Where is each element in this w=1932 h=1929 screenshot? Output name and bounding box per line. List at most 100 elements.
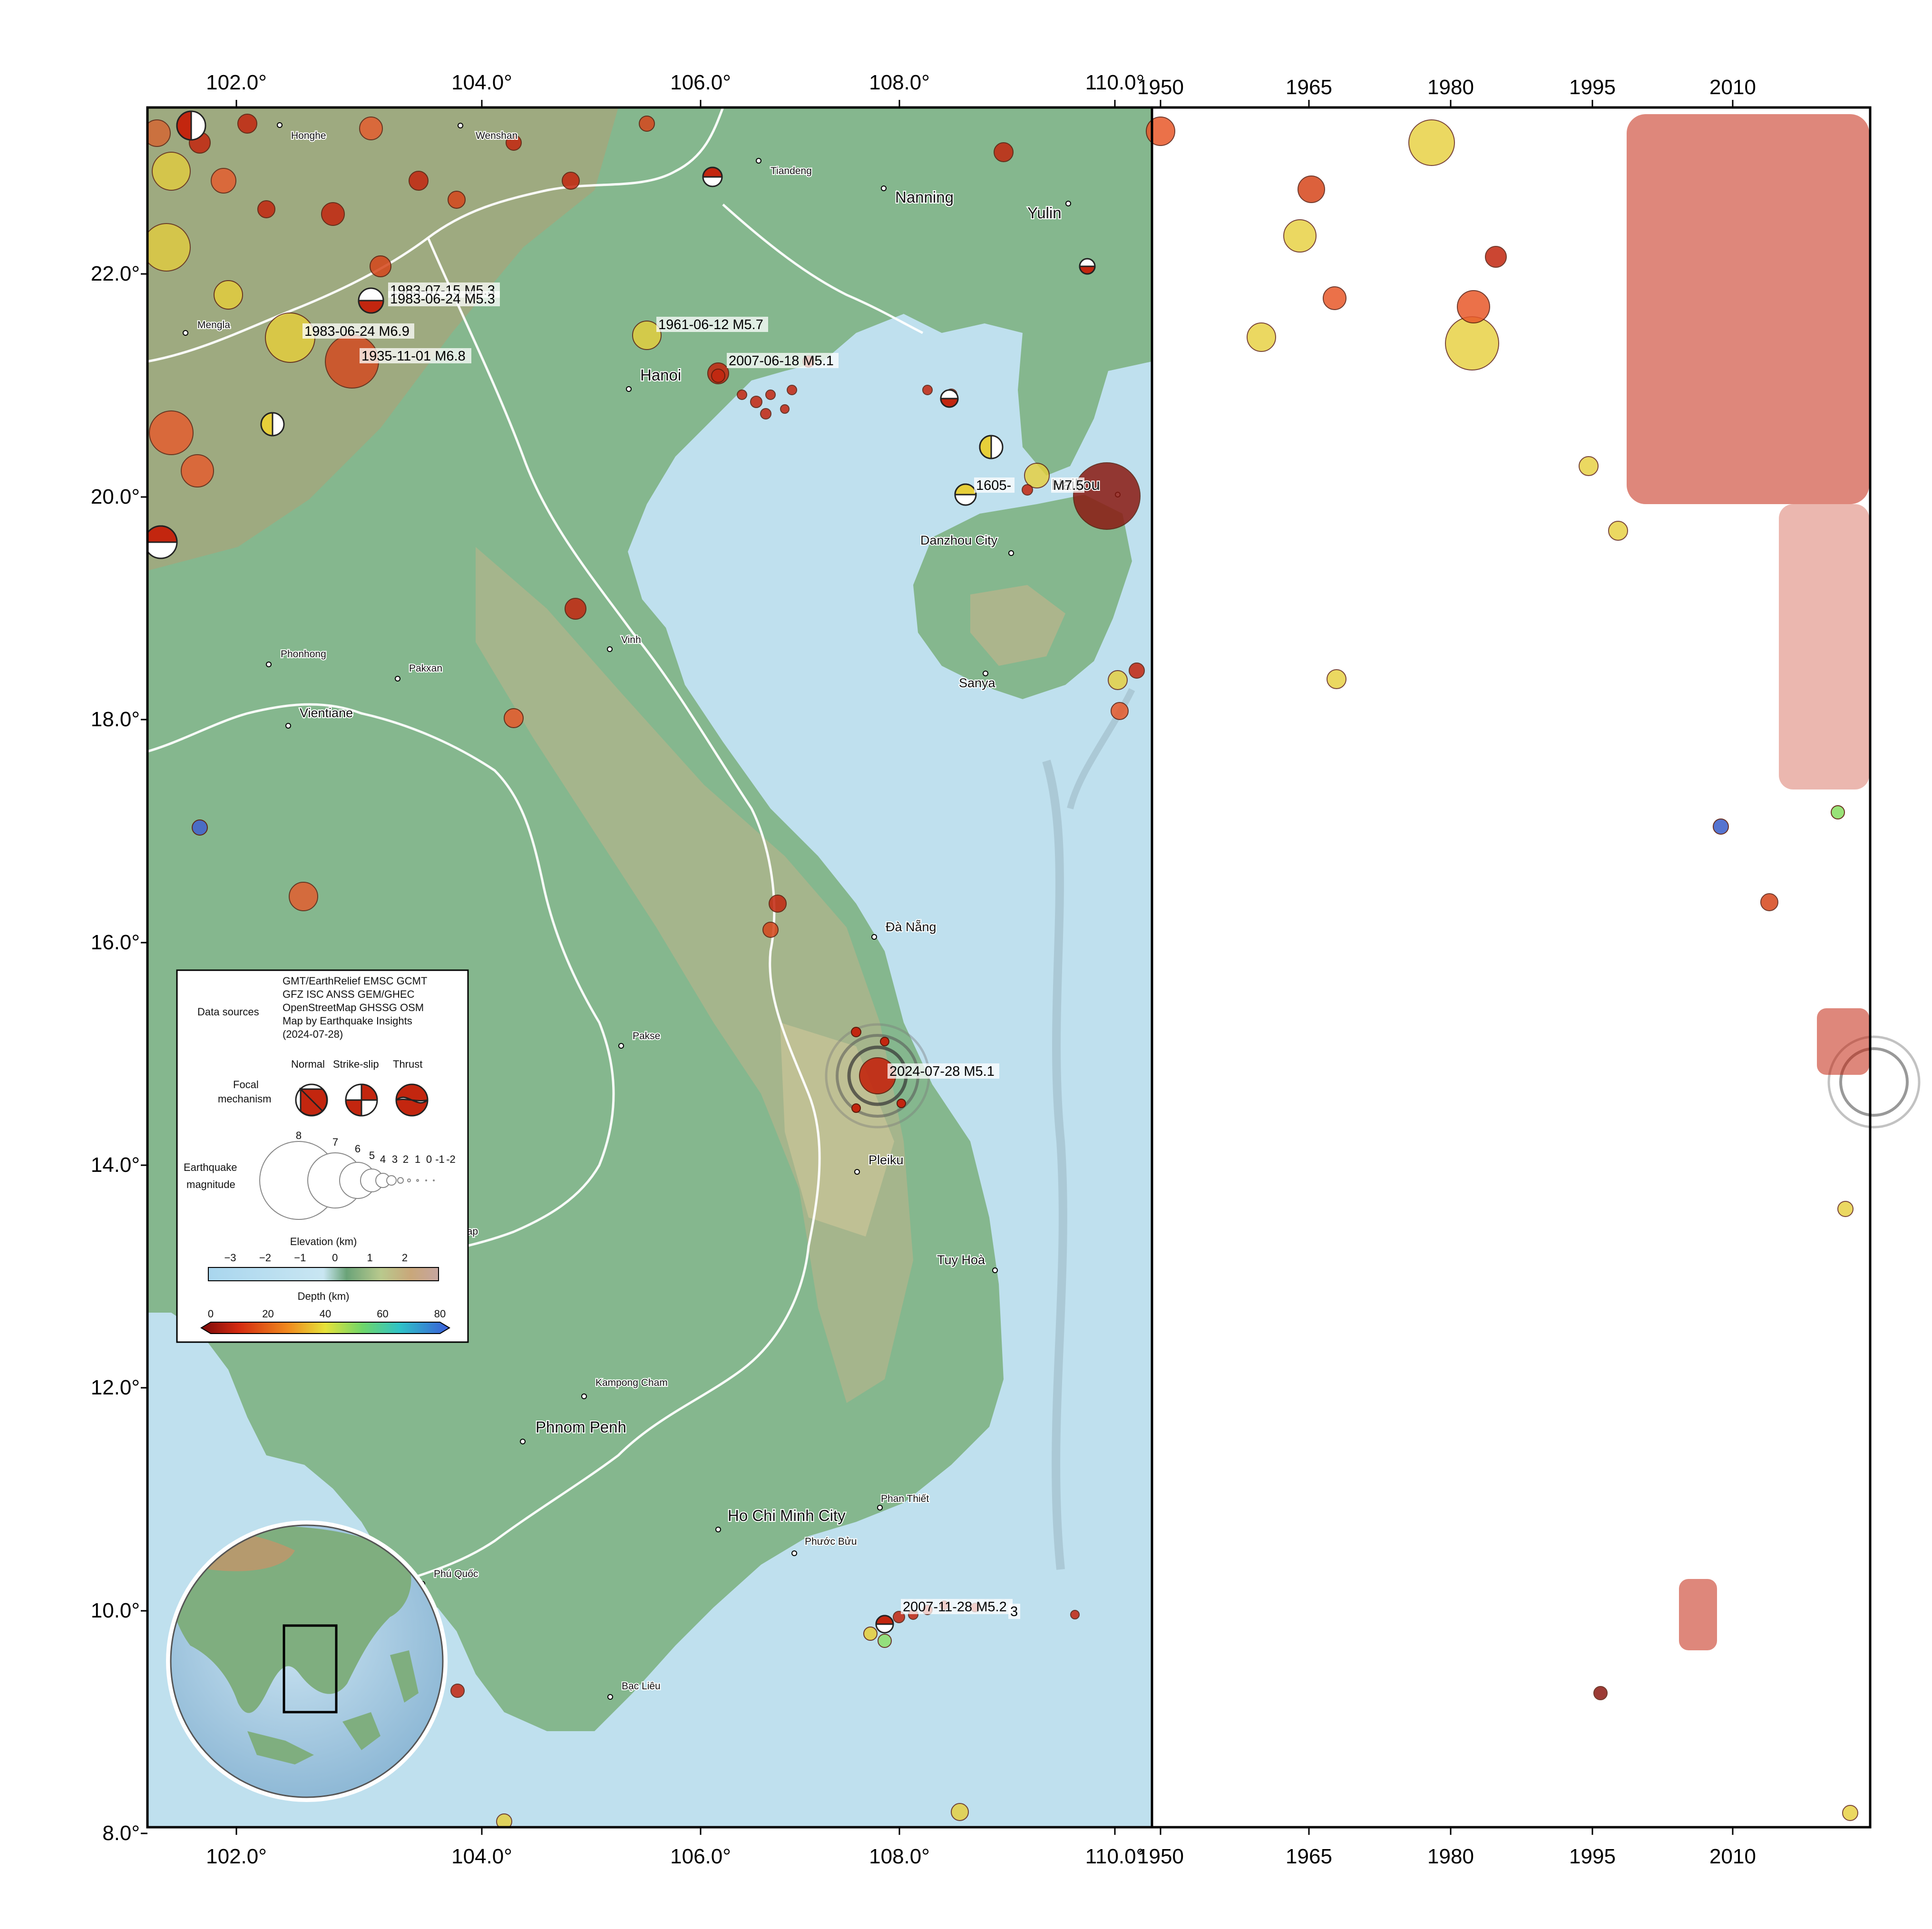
event-label-bg xyxy=(360,348,471,363)
lat-tick-label: 8.0° xyxy=(102,1822,140,1845)
legend-magnitude-label: 5 xyxy=(369,1150,375,1161)
earthquake-cluster-north xyxy=(147,114,1145,1827)
city-label: Pakxan xyxy=(409,663,442,674)
legend-elevation-tick: −3 xyxy=(224,1252,236,1264)
event-label: 2007-11-28 M5.2 xyxy=(903,1599,1007,1615)
event-label-bg xyxy=(974,477,1015,493)
city-label: Đà Nẵng xyxy=(886,919,937,934)
legend-depth-title: Depth (km) xyxy=(298,1290,350,1302)
legend-depth-ticks: 0 20 40 60 80 xyxy=(208,1308,446,1320)
axis-labels: 102.0°102.0°104.0°104.0°106.0°106.0°108.… xyxy=(91,71,1756,1868)
legend-magnitude-title-2: magnitude xyxy=(186,1179,235,1190)
event-label-bg xyxy=(1051,477,1084,493)
event-label-bg xyxy=(888,1063,999,1079)
legend-beachball-strikeslip-icon xyxy=(345,1083,378,1117)
legend-mechanism-title-1: Focal xyxy=(233,1079,259,1091)
legend-source-line: GMT/EarthRelief EMSC GCMT xyxy=(283,975,427,987)
lon-tick-label-bottom: 110.0° xyxy=(1085,1845,1144,1868)
event-label: 3 xyxy=(1010,1604,1018,1619)
legend-mechanism-thrust: Thrust xyxy=(393,1058,422,1070)
focal-mechanisms xyxy=(147,110,1096,1634)
year-tick-label-top: 2010 xyxy=(1709,76,1756,99)
event-label: 1983-06-24 M6.9 xyxy=(304,324,410,339)
legend-sources-label: Data sources xyxy=(197,1006,259,1018)
event-label-bg xyxy=(302,323,414,339)
city-label: Danzhou City xyxy=(920,533,998,547)
legend-source-line: OpenStreetMap GHSSG OSM xyxy=(283,1002,424,1013)
lat-tick-label: 18.0° xyxy=(91,708,140,731)
city-label: Pleiku xyxy=(868,1153,904,1167)
legend-depth-bar xyxy=(200,1322,450,1334)
lon-tick-label-bottom: 102.0° xyxy=(206,1845,267,1868)
city-label: Yulin xyxy=(1027,204,1062,222)
northern-highlands xyxy=(147,107,618,571)
legend-depth-tick: 80 xyxy=(434,1308,446,1320)
lon-tick-label-bottom: 108.0° xyxy=(869,1845,930,1868)
city-label: Tuy Hoà xyxy=(937,1253,986,1267)
lon-tick-label-top: 104.0° xyxy=(451,71,512,94)
year-tick-label-top: 1950 xyxy=(1137,76,1184,99)
lon-tick-label-top: 108.0° xyxy=(869,71,930,94)
legend-magnitude-label: 2 xyxy=(403,1153,409,1165)
legend-magnitude-label: 7 xyxy=(332,1136,338,1148)
legend-depth-tick: 20 xyxy=(262,1308,273,1320)
lon-tick-label-top: 106.0° xyxy=(670,71,731,94)
leizhou-peninsula xyxy=(1018,333,1108,476)
lat-tick-label: 16.0° xyxy=(91,931,140,954)
legend-depth-tick: 60 xyxy=(377,1308,388,1320)
city-label: Kampong Cham xyxy=(595,1377,668,1388)
legend-magnitude-label: 6 xyxy=(355,1143,361,1155)
year-tick-label-bottom: 2010 xyxy=(1709,1845,1756,1868)
event-label: 2024-07-28 M5.1 xyxy=(889,1064,995,1079)
seafloor-relief xyxy=(1042,760,1067,1570)
legend-elevation-ticks: −3 −2 −1 0 1 2 xyxy=(224,1252,408,1264)
event-label: 1935-11-01 M6.8 xyxy=(361,349,466,364)
legend-mechanism-strike-slip: Strike-slip xyxy=(333,1058,379,1070)
legend-mechanism-title-2: mechanism xyxy=(218,1093,271,1105)
axis-ticks xyxy=(141,100,1734,1835)
year-tick-label-bottom: 1950 xyxy=(1137,1845,1184,1868)
event-label-bg xyxy=(656,317,768,332)
legend-depth-tick: 40 xyxy=(320,1308,331,1320)
city-label: Phonhong xyxy=(281,649,326,660)
lat-tick-label: 10.0° xyxy=(91,1599,140,1622)
year-tick-label-bottom: 1980 xyxy=(1427,1845,1474,1868)
year-tick-label-top: 1995 xyxy=(1569,76,1616,99)
legend-magnitude-label: 3 xyxy=(392,1153,398,1165)
city-markers xyxy=(183,122,1121,1700)
year-tick-label-bottom: 1965 xyxy=(1286,1845,1332,1868)
legend-source-line: Map by Earthquake Insights xyxy=(283,1015,412,1027)
legend-magnitude-label: -1 xyxy=(435,1153,445,1165)
legend: Data sources GMT/EarthRelief EMSC GCMTGF… xyxy=(176,969,469,1343)
legend-elevation-tick: 1 xyxy=(367,1252,372,1264)
city-label: Ho Chi Minh City xyxy=(728,1507,846,1524)
city-label: Phước Bửu xyxy=(805,1536,857,1547)
legend-magnitude-label: 1 xyxy=(415,1153,420,1165)
earthquake-cluster-kontum xyxy=(825,1023,930,1129)
legend-mechanism-normal: Normal xyxy=(291,1058,325,1070)
lon-tick-label-bottom: 106.0° xyxy=(670,1845,731,1868)
lon-tick-label-top: 110.0° xyxy=(1085,71,1144,94)
lon-tick-label-top: 102.0° xyxy=(206,71,267,94)
legend-elevation-tick: 2 xyxy=(402,1252,408,1264)
event-label-bg xyxy=(727,353,839,368)
city-label: Hanoi xyxy=(640,366,681,384)
event-label: 2007-06-18 M5.1 xyxy=(729,353,834,369)
legend-depth-tick: 0 xyxy=(208,1308,214,1320)
event-label: 1983-06-24 M5.3 xyxy=(390,292,495,307)
lat-tick-label: 20.0° xyxy=(91,485,140,508)
city-label: Sanya xyxy=(959,676,996,690)
legend-beachball-thrust-icon xyxy=(395,1083,429,1117)
event-label: M7.5 xyxy=(1053,478,1083,493)
city-label: Mengla xyxy=(197,320,230,331)
legend-magnitude-label: -2 xyxy=(446,1153,456,1165)
city-label: Vinh xyxy=(621,634,641,645)
legend-elevation-tick: −2 xyxy=(259,1252,271,1264)
lat-tick-label: 22.0° xyxy=(91,262,140,285)
globe-islands xyxy=(247,1650,419,1764)
city-label: Phnom Penh xyxy=(536,1418,626,1436)
event-label-bg xyxy=(388,291,500,306)
inset-globe xyxy=(166,1520,448,1802)
